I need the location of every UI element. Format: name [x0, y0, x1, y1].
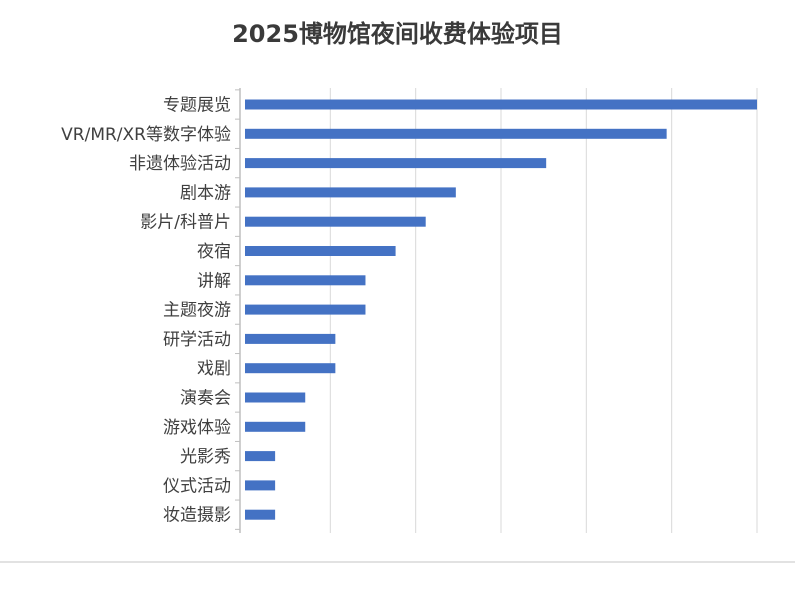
category-label: 影片/科普片: [140, 213, 231, 233]
bar: [245, 128, 667, 139]
y-axis: [235, 88, 241, 533]
bar: [245, 363, 336, 374]
category-label: 非遗体验活动: [129, 154, 231, 174]
bar: [245, 246, 396, 256]
bar: [245, 480, 276, 491]
bar: [245, 333, 336, 344]
bar: [245, 421, 306, 432]
bar: [245, 509, 276, 520]
category-label: 光影秀: [180, 447, 231, 467]
chart-title: 2025博物馆夜间收费体验项目: [232, 20, 563, 48]
category-label: 夜宿: [197, 242, 231, 262]
bar: [245, 187, 456, 198]
bar: [245, 304, 366, 315]
category-label: VR/MR/XR等数字体验: [61, 125, 231, 145]
bar: [245, 451, 276, 462]
bar: [245, 158, 547, 169]
category-label: 研学活动: [163, 330, 231, 350]
bar: [245, 392, 306, 403]
category-label: 游戏体验: [163, 418, 231, 438]
bars: [245, 99, 757, 520]
bar: [245, 216, 426, 227]
category-label: 戏剧: [197, 359, 231, 379]
category-label: 讲解: [197, 271, 231, 291]
gridlines: [329, 88, 758, 533]
bottom-divider: [0, 561, 795, 563]
category-label: 仪式活动: [163, 476, 231, 496]
category-label: 剧本游: [180, 183, 231, 203]
category-label: 妆造摄影: [163, 506, 231, 526]
category-labels: 专题展览 VR/MR/XR等数字体验非遗体验活动剧本游影片/科普片夜宿讲解主题夜游…: [61, 96, 231, 526]
category-label: 演奏会: [180, 389, 231, 409]
category-label: 主题夜游: [163, 301, 231, 321]
category-label: 专题展览: [163, 96, 231, 116]
bar: [245, 99, 757, 110]
bar: [245, 275, 366, 286]
